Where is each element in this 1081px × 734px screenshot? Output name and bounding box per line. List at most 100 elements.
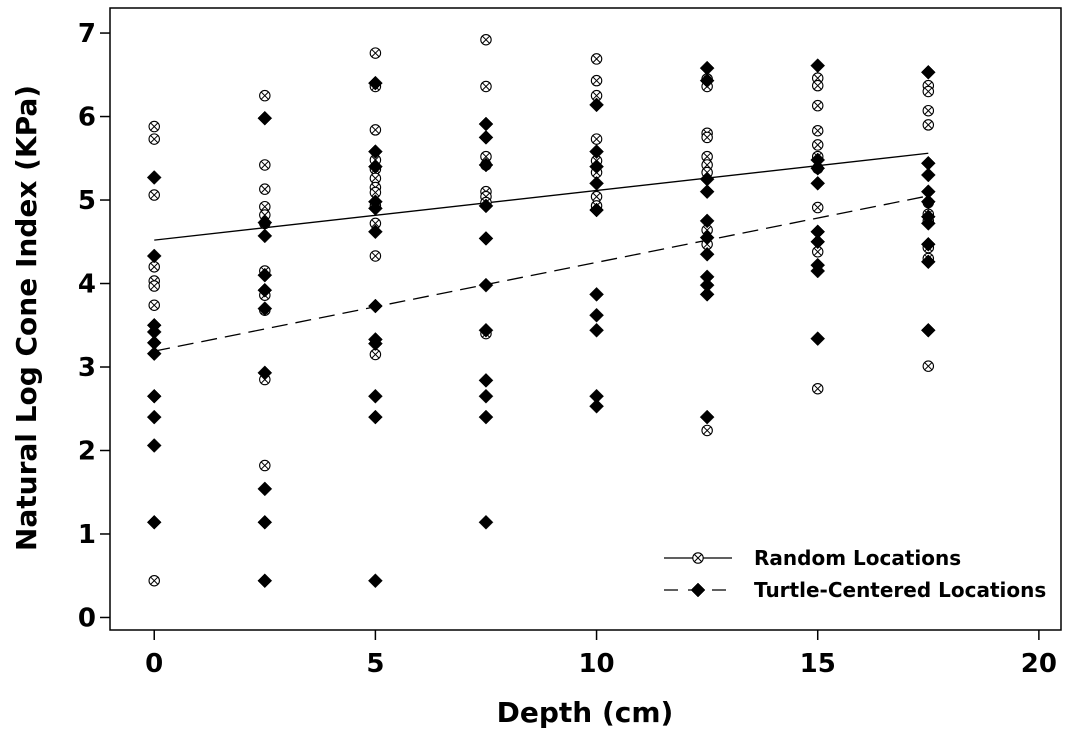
turtle-centered-point: [368, 573, 383, 589]
turtle-centered-point: [478, 322, 494, 338]
turtle-centered-point: [257, 228, 273, 244]
turtle-centered-point: [257, 282, 273, 298]
random-location-point: [259, 183, 271, 195]
random-location-point: [480, 150, 492, 163]
random-location-point: [922, 360, 935, 372]
turtle-centered-point: [920, 64, 936, 80]
random-location-point: [701, 131, 713, 144]
turtle-centered-point: [368, 144, 383, 159]
turtle-centered-point: [478, 116, 494, 132]
turtle-centered-point: [146, 346, 162, 362]
turtle-centered-point: [589, 97, 604, 113]
legend-random-marker: [692, 552, 704, 564]
turtle-centered-point: [257, 110, 273, 126]
random-location-point: [811, 382, 824, 395]
y-axis-title: Natural Log Cone Index (KPa): [10, 85, 43, 551]
turtle-centered-point: [368, 336, 383, 351]
random-location-point: [148, 574, 160, 587]
turtle-centered-point: [699, 287, 715, 302]
turtle-centered-point: [810, 263, 826, 279]
turtle-centered-point: [920, 254, 936, 270]
y-tick-label: 4: [78, 270, 96, 300]
turtle-centered-point: [257, 573, 273, 589]
turtle-centered-point: [368, 298, 383, 314]
turtle-centered-point: [257, 267, 273, 283]
turtle-centered-point: [589, 159, 604, 174]
turtle-centered-point: [257, 365, 273, 381]
x-tick-label: 10: [578, 649, 614, 679]
random-location-point: [590, 53, 603, 65]
random-location-point: [811, 139, 824, 151]
random-location-point: [922, 85, 935, 98]
turtle-centered-point: [368, 409, 383, 425]
turtle-centered-point: [478, 277, 494, 293]
turtle-centered-point: [699, 73, 715, 88]
data-points: [146, 33, 936, 589]
random-location-point: [369, 124, 382, 136]
random-location-point: [148, 280, 160, 292]
random-location-point: [259, 459, 271, 472]
turtle-centered-point: [589, 175, 604, 191]
random-location-point: [148, 133, 160, 145]
turtle-centered-point: [589, 202, 604, 218]
turtle-centered-point: [146, 388, 162, 404]
turtle-centered-point: [810, 331, 826, 346]
plot-frame: [109, 7, 1062, 631]
random-location-point: [590, 74, 603, 87]
x-tick-label: 0: [145, 649, 163, 679]
turtle-centered-point: [699, 246, 715, 262]
y-tick-label: 3: [78, 353, 96, 383]
random-location-point: [480, 33, 492, 46]
x-axis-title: Depth (cm): [497, 696, 674, 729]
turtle-centered-point: [257, 301, 273, 316]
turtle-centered-point: [699, 409, 715, 425]
turtle-centered-point: [699, 230, 715, 245]
turtle-centered-point: [920, 322, 936, 338]
turtle-centered-point: [699, 60, 715, 76]
turtle-centered-point: [478, 198, 494, 214]
turtle-centered-point: [589, 307, 604, 323]
turtle-centered-point: [589, 287, 604, 302]
turtle-centered-point: [146, 248, 162, 264]
random-location-point: [922, 104, 935, 117]
turtle-centered-fit-line: [154, 195, 929, 352]
turtle-centered-point: [146, 438, 162, 453]
y-tick-label: 6: [78, 103, 96, 133]
random-location-point: [259, 89, 271, 102]
random-location-point: [369, 250, 382, 262]
turtle-centered-point: [920, 194, 936, 210]
random-location-point: [480, 80, 492, 93]
turtle-centered-point: [478, 157, 494, 173]
turtle-centered-point: [257, 514, 273, 530]
turtle-centered-point: [589, 144, 604, 159]
random-location-point: [259, 159, 271, 171]
turtle-centered-point: [589, 322, 604, 338]
turtle-centered-point: [257, 481, 273, 497]
random-location-point: [701, 424, 713, 437]
turtle-centered-point: [699, 213, 715, 229]
y-tick-label: 2: [78, 436, 96, 466]
random-location-point: [590, 89, 603, 102]
legend-turtle-marker: [690, 582, 706, 598]
turtle-centered-point: [920, 167, 936, 183]
turtle-centered-point: [699, 184, 715, 200]
turtle-centered-point: [368, 201, 383, 216]
fit-lines: [154, 152, 929, 352]
turtle-centered-point: [478, 130, 494, 145]
turtle-centered-point: [368, 224, 383, 240]
random-location-point: [590, 190, 603, 203]
random-location-point: [811, 124, 824, 137]
random-location-point: [811, 99, 824, 112]
x-axis: 0 5 10 15 20: [145, 630, 1057, 679]
y-tick-label: 1: [78, 520, 96, 550]
random-location-point: [259, 200, 271, 213]
y-tick-label: 7: [78, 19, 96, 49]
turtle-centered-point: [810, 160, 826, 176]
turtle-centered-point: [478, 514, 494, 530]
turtle-centered-point: [920, 236, 936, 252]
turtle-centered-point: [478, 388, 494, 404]
x-tick-label: 20: [1021, 649, 1057, 679]
random-location-point: [369, 348, 382, 361]
random-location-point: [590, 133, 603, 145]
